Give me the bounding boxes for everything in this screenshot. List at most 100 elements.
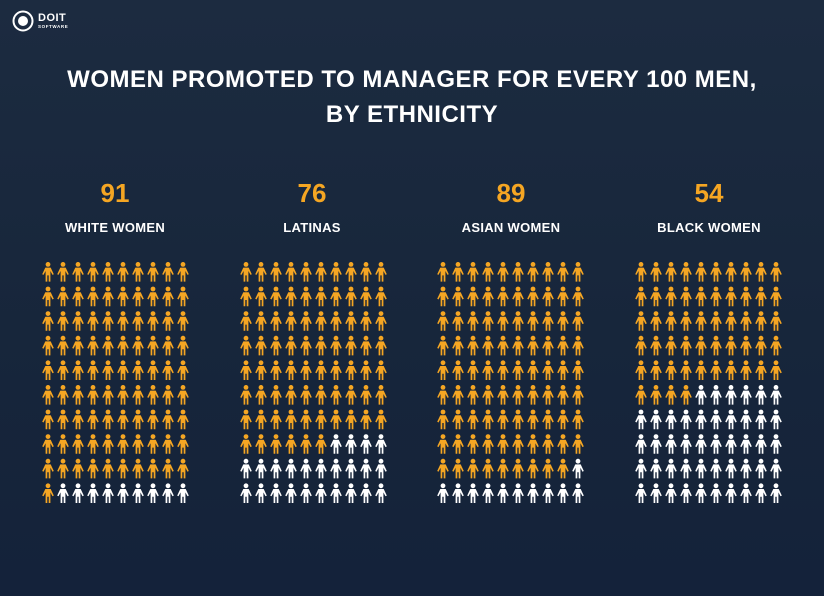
person-icon	[102, 385, 114, 405]
person-icon	[315, 434, 327, 454]
person-icon	[87, 335, 99, 356]
pictogram-grid-black-women	[635, 262, 782, 503]
panel-label: WHITE WOMEN	[64, 220, 166, 235]
person-icon	[102, 458, 114, 479]
person-icon	[87, 458, 99, 479]
person-icon	[117, 409, 129, 430]
person-icon	[695, 262, 707, 282]
person-icon	[177, 483, 189, 503]
person-icon	[650, 458, 662, 479]
person-icon	[695, 360, 707, 380]
person-icon	[240, 385, 252, 405]
person-icon	[452, 335, 464, 356]
person-icon	[255, 311, 267, 331]
person-icon	[497, 434, 509, 454]
panel-label: LATINAS	[283, 220, 341, 235]
person-icon	[177, 434, 189, 454]
person-icon	[42, 311, 54, 331]
person-icon	[665, 262, 677, 282]
person-icon	[162, 434, 174, 454]
person-icon	[42, 483, 54, 503]
person-icon	[330, 335, 342, 356]
person-icon	[482, 335, 494, 356]
person-icon	[527, 434, 539, 454]
person-icon	[240, 434, 252, 454]
person-icon	[300, 286, 312, 307]
person-icon	[315, 483, 327, 503]
pictogram-grid-white-women	[42, 262, 189, 503]
person-icon	[162, 335, 174, 356]
person-icon	[527, 409, 539, 430]
person-icon	[755, 458, 767, 479]
person-icon	[557, 262, 569, 282]
person-icon	[497, 360, 509, 380]
person-icon	[557, 360, 569, 380]
person-icon	[375, 262, 387, 282]
person-icon	[132, 262, 144, 282]
person-icon	[437, 409, 449, 430]
person-icon	[482, 458, 494, 479]
panel-black-women: 54 BLACK WOMEN	[619, 178, 799, 236]
person-icon	[740, 385, 752, 405]
person-icon	[770, 385, 782, 405]
person-icon	[345, 311, 357, 331]
person-icon	[315, 286, 327, 307]
person-icon	[452, 483, 464, 503]
person-icon	[557, 434, 569, 454]
panel-label: BLACK WOMEN	[657, 220, 761, 235]
person-icon	[345, 286, 357, 307]
person-icon	[680, 360, 692, 380]
person-icon	[680, 335, 692, 356]
brand-logo: DOIT SOFTWARE	[12, 10, 68, 32]
person-icon	[452, 311, 464, 331]
person-icon	[650, 311, 662, 331]
person-icon	[482, 286, 494, 307]
person-icon	[710, 483, 722, 503]
person-icon	[695, 335, 707, 356]
person-icon	[572, 458, 584, 479]
person-icon	[497, 311, 509, 331]
person-icon	[635, 385, 647, 405]
person-icon	[437, 335, 449, 356]
person-icon	[240, 360, 252, 380]
person-icon	[572, 409, 584, 430]
person-icon	[740, 311, 752, 331]
person-icon	[635, 360, 647, 380]
person-icon	[147, 262, 159, 282]
person-icon	[527, 335, 539, 356]
person-icon	[770, 483, 782, 503]
person-icon	[482, 311, 494, 331]
person-icon	[300, 434, 312, 454]
person-icon	[680, 483, 692, 503]
brand-tagline: SOFTWARE	[38, 23, 69, 29]
person-icon	[147, 409, 159, 430]
person-icon	[452, 458, 464, 479]
person-icon	[725, 458, 737, 479]
person-icon	[512, 483, 524, 503]
person-icon	[725, 385, 737, 405]
person-icon	[177, 286, 189, 307]
person-icon	[72, 483, 84, 503]
person-icon	[572, 311, 584, 331]
person-icon	[285, 311, 297, 331]
person-icon	[270, 434, 282, 454]
person-icon	[300, 458, 312, 479]
person-icon	[102, 483, 114, 503]
person-icon	[315, 335, 327, 356]
person-icon	[375, 335, 387, 356]
person-icon	[635, 286, 647, 307]
person-icon	[635, 409, 647, 430]
person-icon	[512, 458, 524, 479]
person-icon	[300, 335, 312, 356]
person-icon	[117, 458, 129, 479]
person-icon	[330, 360, 342, 380]
person-icon	[102, 311, 114, 331]
person-icon	[42, 434, 54, 454]
person-icon	[542, 385, 554, 405]
person-icon	[452, 262, 464, 282]
person-icon	[557, 458, 569, 479]
person-icon	[467, 311, 479, 331]
person-icon	[132, 483, 144, 503]
person-icon	[572, 286, 584, 307]
person-icon	[512, 434, 524, 454]
